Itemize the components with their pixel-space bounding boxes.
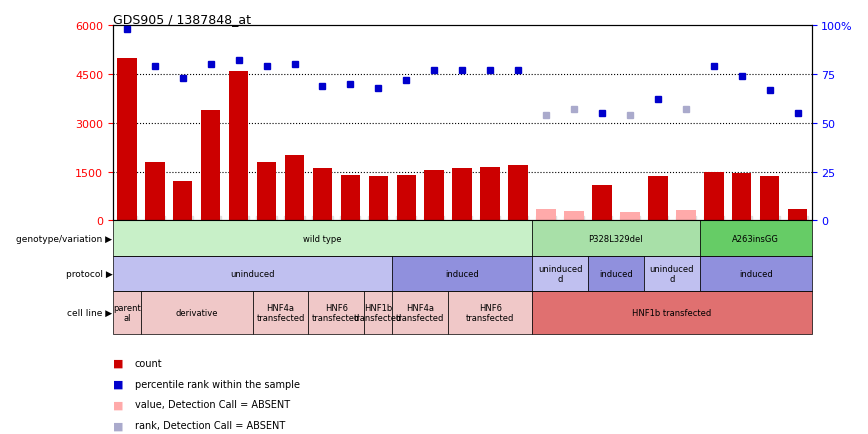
- Bar: [285, 156, 305, 221]
- Bar: [620, 213, 640, 221]
- Bar: [644, 256, 700, 292]
- Text: induced: induced: [445, 270, 479, 279]
- Bar: [257, 162, 276, 221]
- Bar: [536, 210, 556, 221]
- Text: HNF4a
transfected: HNF4a transfected: [396, 303, 444, 322]
- Bar: [588, 256, 644, 292]
- Bar: [312, 169, 332, 221]
- Text: ■: ■: [113, 358, 123, 368]
- Bar: [145, 162, 165, 221]
- Bar: [141, 292, 253, 334]
- Bar: [532, 221, 700, 256]
- Bar: [369, 177, 388, 221]
- Text: count: count: [135, 358, 162, 368]
- Text: uninduced
d: uninduced d: [649, 264, 694, 284]
- Bar: [365, 292, 392, 334]
- Text: HNF1b transfected: HNF1b transfected: [632, 309, 712, 317]
- Text: uninduced
d: uninduced d: [538, 264, 582, 284]
- Text: induced: induced: [599, 270, 633, 279]
- Bar: [397, 175, 416, 221]
- Bar: [113, 292, 141, 334]
- Text: cell line ▶: cell line ▶: [67, 309, 112, 317]
- Bar: [392, 292, 448, 334]
- Bar: [700, 221, 812, 256]
- Bar: [424, 171, 444, 221]
- Text: ■: ■: [113, 421, 123, 430]
- Text: rank, Detection Call = ABSENT: rank, Detection Call = ABSENT: [135, 421, 285, 430]
- Bar: [340, 175, 360, 221]
- Text: derivative: derivative: [175, 309, 218, 317]
- Text: HNF6
transfected: HNF6 transfected: [466, 303, 515, 322]
- Text: protocol ▶: protocol ▶: [65, 270, 112, 279]
- Text: P328L329del: P328L329del: [589, 234, 643, 243]
- Text: induced: induced: [739, 270, 773, 279]
- Bar: [760, 177, 779, 221]
- Bar: [392, 256, 532, 292]
- Bar: [113, 256, 392, 292]
- Bar: [509, 166, 528, 221]
- Bar: [229, 72, 248, 221]
- Bar: [452, 169, 472, 221]
- Text: percentile rank within the sample: percentile rank within the sample: [135, 379, 299, 388]
- Bar: [253, 292, 308, 334]
- Text: parent
al: parent al: [113, 303, 141, 322]
- Text: ■: ■: [113, 379, 123, 388]
- Bar: [732, 174, 752, 221]
- Text: wild type: wild type: [303, 234, 342, 243]
- Bar: [676, 210, 695, 221]
- Bar: [788, 210, 807, 221]
- Bar: [480, 167, 500, 221]
- Text: GDS905 / 1387848_at: GDS905 / 1387848_at: [113, 13, 251, 26]
- Bar: [592, 185, 612, 221]
- Text: genotype/variation ▶: genotype/variation ▶: [16, 234, 112, 243]
- Text: HNF4a
transfected: HNF4a transfected: [256, 303, 305, 322]
- Bar: [648, 177, 667, 221]
- Bar: [532, 256, 588, 292]
- Text: HNF6
transfected: HNF6 transfected: [312, 303, 360, 322]
- Bar: [308, 292, 365, 334]
- Bar: [117, 59, 136, 221]
- Bar: [173, 182, 193, 221]
- Bar: [532, 292, 812, 334]
- Text: A263insGG: A263insGG: [733, 234, 779, 243]
- Bar: [201, 111, 220, 221]
- Bar: [448, 292, 532, 334]
- Text: value, Detection Call = ABSENT: value, Detection Call = ABSENT: [135, 400, 290, 409]
- Bar: [113, 221, 532, 256]
- Bar: [564, 211, 584, 221]
- Text: HNF1b
transfected: HNF1b transfected: [354, 303, 403, 322]
- Text: ■: ■: [113, 400, 123, 409]
- Text: uninduced: uninduced: [230, 270, 275, 279]
- Bar: [704, 172, 724, 221]
- Bar: [700, 256, 812, 292]
